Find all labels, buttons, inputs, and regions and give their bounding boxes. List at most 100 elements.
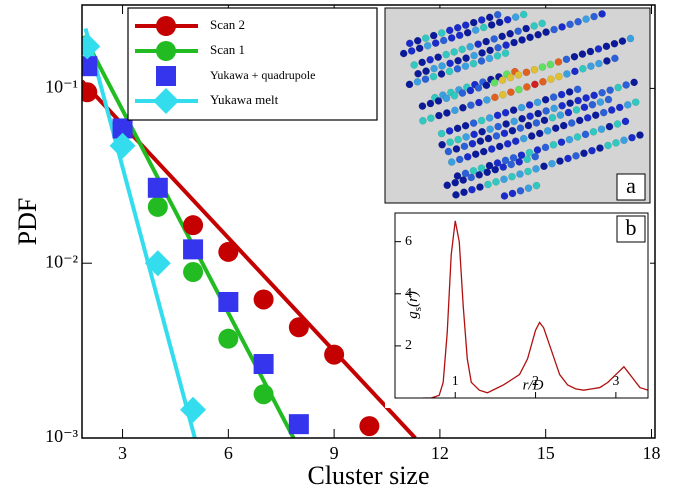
particle: [541, 143, 550, 152]
particle: [501, 156, 510, 165]
particle: [487, 21, 496, 29]
particle: [572, 152, 580, 160]
line: [423, 220, 648, 398]
point: [253, 289, 274, 310]
particle: [470, 130, 478, 139]
particle: [485, 54, 494, 63]
particle: [485, 114, 494, 122]
particle: [482, 37, 490, 46]
particle: [470, 51, 478, 60]
particle: [559, 121, 568, 130]
particle: [491, 93, 499, 102]
particle: [501, 108, 510, 117]
particle: [556, 157, 564, 165]
particle: [434, 53, 442, 61]
particle: [543, 127, 552, 135]
particle: [557, 138, 566, 146]
particle: [478, 49, 486, 57]
particle: [438, 62, 446, 70]
point: [288, 317, 309, 338]
particle: [518, 114, 526, 123]
particle: [475, 98, 483, 107]
particle: [574, 96, 582, 105]
particle: [572, 106, 581, 114]
particle: [598, 10, 606, 18]
particle: [443, 181, 452, 190]
particle: [453, 23, 462, 32]
particle: [519, 10, 528, 19]
particle: [421, 34, 430, 42]
particle: [582, 15, 590, 23]
particle: [603, 57, 611, 65]
particle: [444, 147, 453, 156]
point: [82, 82, 98, 103]
point: [147, 177, 168, 198]
particle: [524, 184, 533, 193]
particle: [586, 47, 595, 56]
particle: [626, 34, 635, 43]
particle: [542, 28, 550, 36]
particle: [471, 26, 480, 34]
particle: [478, 127, 486, 136]
particle: [621, 117, 630, 126]
x-tick-label: 12: [431, 443, 449, 463]
plot-content: [82, 28, 417, 438]
legend-label: Scan 1: [210, 42, 245, 57]
particle: [549, 140, 558, 149]
particle: [468, 185, 476, 194]
y-axis-label-part: (r): [405, 291, 421, 307]
particle: [555, 72, 563, 81]
particle: [463, 28, 472, 37]
particle: [484, 134, 493, 143]
particle: [599, 108, 608, 117]
particle: [447, 158, 456, 166]
y-axis-label: PDF: [13, 198, 42, 246]
particle: [493, 111, 502, 120]
particle: [452, 191, 460, 199]
particle: [490, 78, 499, 87]
point: [183, 262, 204, 283]
particle: [550, 25, 558, 34]
particle: [458, 89, 467, 97]
particle: [483, 96, 491, 104]
particle: [510, 117, 518, 126]
x-tick-label: 1: [452, 374, 459, 389]
particle: [485, 13, 494, 22]
particle: [598, 88, 606, 97]
particle: [509, 153, 518, 162]
particle: [583, 114, 592, 122]
particle: [434, 97, 443, 105]
particle: [515, 158, 524, 166]
x-tick-label: 15: [537, 443, 555, 463]
particle: [557, 90, 566, 99]
particle: [611, 54, 619, 63]
particle: [534, 30, 542, 39]
particle: [506, 29, 514, 38]
particle: [565, 135, 574, 144]
particle: [564, 154, 572, 163]
point: [112, 118, 133, 139]
particle: [429, 31, 438, 40]
panel-label-box: [616, 173, 646, 201]
particle: [451, 106, 459, 115]
particle: [613, 120, 622, 128]
particle: [469, 166, 478, 175]
particle: [516, 170, 524, 178]
particle: [498, 32, 506, 41]
particle: [588, 100, 597, 109]
particle: [558, 101, 566, 110]
particle: [418, 102, 427, 110]
particle: [474, 84, 483, 92]
particle: [475, 171, 484, 179]
y-axis-label-part: s: [412, 307, 424, 311]
point: [253, 354, 274, 375]
particle: [522, 24, 530, 33]
particle: [474, 40, 482, 48]
particle: [421, 75, 430, 84]
particle: [562, 55, 571, 64]
inset-background: [385, 208, 650, 408]
particle: [558, 23, 566, 31]
particle: [466, 42, 474, 51]
particle: [511, 137, 520, 146]
particle: [454, 135, 462, 144]
